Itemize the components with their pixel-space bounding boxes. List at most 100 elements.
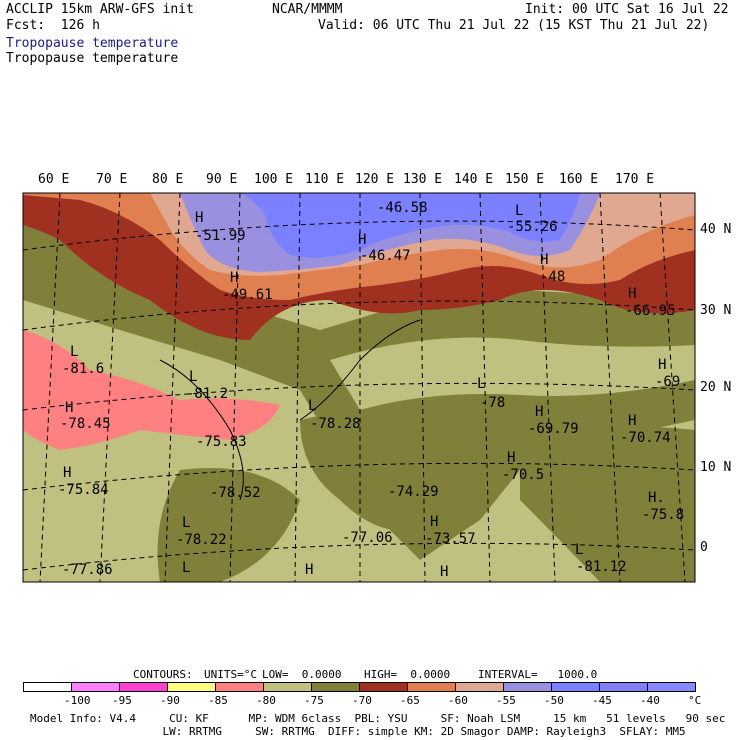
temp-value: -78.22	[176, 532, 227, 548]
colorbar-tick: -55	[496, 694, 516, 707]
high-marker: H	[628, 286, 637, 302]
temp-value: -49.61	[222, 287, 273, 303]
temp-value: -77.86	[62, 562, 113, 578]
contours-label: CONTOURS:	[133, 668, 193, 681]
lon-label: 110 E	[305, 172, 345, 187]
low-marker: L	[308, 398, 317, 414]
colorbar-swatch	[503, 682, 552, 692]
colorbar-swatch	[23, 682, 72, 692]
colorbar-swatch	[71, 682, 120, 692]
lon-label: 90 E	[206, 172, 238, 187]
colorbar-unit: °C	[688, 694, 702, 707]
low-marker: L	[575, 542, 584, 558]
colorbar-swatch	[599, 682, 648, 692]
high-marker: H	[358, 232, 367, 248]
interval-value: INTERVAL= 1000.0	[478, 668, 598, 681]
colorbar-swatch	[311, 682, 360, 692]
colorbar-tick: -80	[256, 694, 276, 707]
temp-value: -70.74	[620, 430, 671, 446]
graticule	[23, 193, 695, 582]
colorbar-tick: -50	[544, 694, 564, 707]
colorbar-tick: -60	[448, 694, 468, 707]
low-marker: L	[70, 344, 79, 360]
lon-label: 170 E	[615, 172, 655, 187]
high-marker: H	[540, 252, 549, 268]
lon-label: 130 E	[403, 172, 443, 187]
temp-value: -66.95	[625, 303, 676, 319]
high-marker: H	[658, 357, 667, 373]
high-marker: H	[230, 270, 239, 286]
lon-label: 150 E	[505, 172, 545, 187]
colorbar-tick: -100	[64, 694, 91, 707]
temp-value: -75.8	[642, 507, 685, 523]
temp-value: -78.28	[310, 416, 361, 432]
colorbar-tick: -40	[640, 694, 660, 707]
temp-value: -78.52	[210, 485, 261, 501]
region-minus70-sea	[157, 468, 300, 582]
colorbar-tick: -95	[112, 694, 132, 707]
forecast-line: Fcst: 126 h	[6, 18, 100, 33]
valid-time: Valid: 06 UTC Thu 21 Jul 22 (15 KST Thu …	[318, 18, 710, 33]
high-marker: H	[440, 564, 449, 580]
lat-label: 30 N	[700, 303, 732, 318]
low-marker: L	[189, 369, 198, 385]
high-marker: H	[507, 450, 516, 466]
high-marker: H	[628, 413, 637, 429]
temp-value: -69.	[655, 374, 689, 390]
region-minus70-pacific	[520, 426, 695, 582]
colorbar-swatch	[359, 682, 408, 692]
center-label: NCAR/MMMM	[272, 2, 343, 17]
lon-label: 140 E	[454, 172, 494, 187]
temp-value: -46.47	[360, 248, 411, 264]
colorbar-tick: -75	[304, 694, 324, 707]
low-value: LOW= 0.0000	[262, 668, 342, 681]
region-minus80-india	[23, 330, 280, 450]
temp-value: -75.84	[58, 482, 109, 498]
lat-label: 20 N	[700, 380, 732, 395]
lat-label: 10 N	[700, 460, 732, 475]
low-marker: L	[477, 376, 486, 392]
units-label: UNITS=°C	[204, 668, 257, 681]
temp-value: -48	[540, 269, 566, 285]
high-marker: H	[195, 210, 204, 226]
colorbar-tick: -70	[352, 694, 372, 707]
model-line: ACCLIP 15km ARW-GFS init	[6, 2, 194, 17]
low-marker: L	[182, 515, 191, 531]
colorbar-swatch	[167, 682, 216, 692]
colorbar-swatch	[263, 682, 312, 692]
band-tan-1	[330, 337, 695, 410]
lat-label: 0	[700, 540, 708, 555]
model-info: Model Info: V4.4 CU: KF MP: WDM 6class P…	[30, 712, 726, 725]
low-marker: L	[182, 560, 191, 576]
lon-label: 100 E	[254, 172, 294, 187]
temp-value: -73.57	[425, 531, 476, 547]
temp-value: -51.99	[195, 228, 246, 244]
lon-label: 60 E	[38, 172, 70, 187]
region-minus45	[240, 193, 580, 258]
high-marker: H	[305, 562, 314, 578]
low-marker: L	[515, 203, 524, 219]
high-marker: H	[65, 400, 74, 416]
coastline	[159, 319, 421, 501]
temp-value: -78	[480, 395, 506, 411]
init-time: Init: 00 UTC Sat 16 Jul 22	[525, 2, 729, 17]
colorbar-tick: -65	[400, 694, 420, 707]
temp-value: -81.6	[62, 361, 105, 377]
colorbar-swatch	[551, 682, 600, 692]
temp-value: -74.29	[388, 484, 439, 500]
high-marker: H	[63, 465, 72, 481]
temp-value: -75.83	[196, 434, 247, 450]
temp-value: -69.79	[528, 421, 579, 437]
model-info-2: LW: RRTMG SW: RRTMG DIFF: simple KM: 2D …	[30, 725, 686, 738]
lat-label: 40 N	[700, 222, 732, 237]
colorbar-swatch	[407, 682, 456, 692]
temp-value: -77.06	[342, 530, 393, 546]
colorbar-swatch	[647, 682, 696, 692]
colorbar-swatch	[119, 682, 168, 692]
temp-value: -70.5	[502, 467, 545, 483]
colorbar-tick: -90	[160, 694, 180, 707]
temp-value: -81.2	[186, 386, 229, 402]
temp-value: -81.12	[576, 559, 627, 575]
high-marker: H.	[648, 490, 665, 506]
